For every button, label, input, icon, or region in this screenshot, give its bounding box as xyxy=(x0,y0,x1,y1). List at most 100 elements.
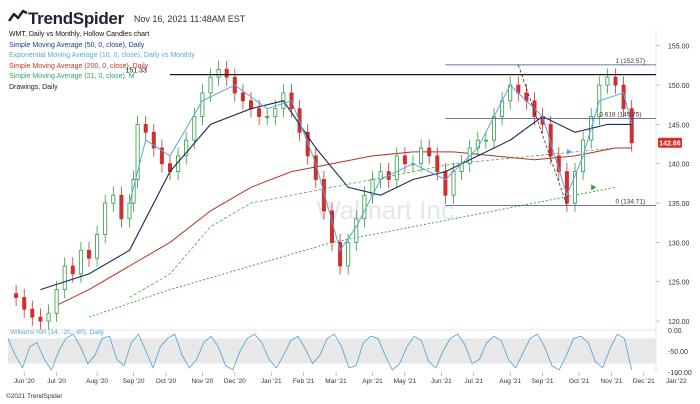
ema10-line xyxy=(129,84,633,252)
brand-name: TrendSpider xyxy=(28,8,124,28)
candle-body xyxy=(224,68,229,78)
candle-body xyxy=(621,84,626,110)
last-price-badge xyxy=(658,137,682,148)
candle-body xyxy=(111,194,116,204)
x-tick-label: Oct '21 xyxy=(569,378,590,385)
candle-body xyxy=(103,202,108,235)
legend-item-sma50[interactable]: Simple Moving Average (50, 0, close), Da… xyxy=(9,41,145,49)
candle-body xyxy=(435,155,440,173)
x-tick-label: May '21 xyxy=(394,378,417,385)
legend-item-sma21[interactable]: Simple Moving Average (21, 0, close), M xyxy=(9,73,135,80)
candle-body xyxy=(346,241,351,267)
x-tick-label: Feb '21 xyxy=(293,378,315,385)
candle-body xyxy=(362,194,367,220)
fib-label: 0.618 (145.75) xyxy=(599,112,641,119)
candle-body xyxy=(135,124,140,180)
candle-body xyxy=(38,316,43,322)
copyright: ©2021 TrendSpider xyxy=(6,393,63,400)
legend-item-drawings[interactable]: Drawings, Daily xyxy=(9,83,58,91)
candle-body xyxy=(427,147,432,157)
x-tick-label: Jul '21 xyxy=(464,378,483,385)
sma50-line xyxy=(40,100,632,291)
chart-legend: WMT, Daily vs Monthly, Hollow Candles ch… xyxy=(9,30,195,93)
williams-line xyxy=(7,333,633,371)
candle-body xyxy=(629,108,634,144)
candle-body xyxy=(78,249,83,275)
candle-body xyxy=(208,76,213,94)
candle-body xyxy=(119,194,124,220)
legend-item-ema10[interactable]: Exponential Moving Average (10, 0, close… xyxy=(9,52,195,59)
candle-body xyxy=(248,100,253,110)
candle-body xyxy=(394,155,399,180)
chart-title: WMT, Daily vs Monthly, Hollow Candles ch… xyxy=(9,31,150,38)
y-tick-label: 140.00 xyxy=(668,162,690,169)
candle-body xyxy=(14,293,19,298)
candle-body xyxy=(159,147,164,165)
candle-body xyxy=(151,131,156,149)
y-tick-label: 155.00 xyxy=(668,44,690,51)
candle-body xyxy=(95,234,100,259)
x-tick-label: Jul '20 xyxy=(47,378,66,385)
candle-body xyxy=(216,68,221,78)
x-tick-label: Jun '20 xyxy=(14,378,35,385)
candle-body xyxy=(62,265,67,291)
header: TrendSpider Nov 16, 2021 11:48AM EST xyxy=(8,8,245,29)
legend-item-sma200[interactable]: Simple Moving Average (200, 0, close), D… xyxy=(9,62,149,70)
candle-body xyxy=(200,92,205,117)
x-tick-label: Oct '20 xyxy=(156,378,177,385)
candle-body xyxy=(265,116,270,118)
candle-body xyxy=(573,171,578,204)
candle-body xyxy=(192,116,197,141)
candle-body xyxy=(70,265,75,275)
candle-body xyxy=(419,147,424,165)
x-tick-label: Dec '21 xyxy=(633,378,655,385)
williams-band xyxy=(8,338,656,364)
x-tick-label: Aug '20 xyxy=(86,378,108,385)
candle-body xyxy=(30,308,35,318)
candle-body xyxy=(443,171,448,196)
candle-body xyxy=(54,289,59,314)
candle-body xyxy=(184,139,189,157)
candle-body xyxy=(483,139,488,142)
candle-body xyxy=(321,179,326,212)
candle-body xyxy=(613,76,618,86)
x-tick-label: Dec '20 xyxy=(224,378,246,385)
ema-marker-icon xyxy=(566,148,572,155)
y-tick-label: 145.00 xyxy=(668,122,690,129)
candle-body xyxy=(273,108,278,117)
y-tick-label: 130.00 xyxy=(668,240,690,247)
y-tick-label: 125.00 xyxy=(668,280,690,287)
x-tick-label: Nov '21 xyxy=(601,378,623,385)
timestamp: Nov 16, 2021 11:48AM EST xyxy=(133,13,246,24)
candle-body xyxy=(240,92,245,102)
candle-body xyxy=(402,155,407,165)
x-tick-label: Sep '20 xyxy=(123,378,145,385)
candle-body xyxy=(127,202,132,220)
candle-body xyxy=(548,124,553,157)
last-price-label: 142.66 xyxy=(659,140,681,147)
y-tick-label: 135.00 xyxy=(668,201,690,208)
sma-marker-icon xyxy=(591,184,597,191)
x-tick-label: Aug '21 xyxy=(499,378,521,385)
candle-body xyxy=(378,171,383,180)
watermark: Walmart Inc. xyxy=(316,195,461,225)
candle-body xyxy=(22,297,27,310)
candle-body xyxy=(87,249,92,259)
trendspider-logo-icon xyxy=(8,8,28,29)
fib-connector xyxy=(517,64,568,206)
williams-y-tick: -100.00 xyxy=(668,370,692,377)
fib-label: 1 (152.57) xyxy=(616,58,646,65)
williams-y-tick: 0.00 xyxy=(668,328,682,335)
y-tick-label: 150.00 xyxy=(668,83,690,90)
x-tick-label: Jan '22 xyxy=(666,378,687,385)
williams-label: Williams %R (14, -20, -80), Daily xyxy=(10,329,105,336)
candle-body xyxy=(564,171,569,204)
y-tick-label: 120.00 xyxy=(668,319,690,326)
candle-body xyxy=(451,171,456,196)
x-tick-label: Mar '21 xyxy=(325,378,347,385)
candle-body xyxy=(338,241,343,267)
candle-body xyxy=(257,108,262,117)
fib-label: 0 (134.71) xyxy=(616,198,646,205)
candle-body xyxy=(143,124,148,133)
